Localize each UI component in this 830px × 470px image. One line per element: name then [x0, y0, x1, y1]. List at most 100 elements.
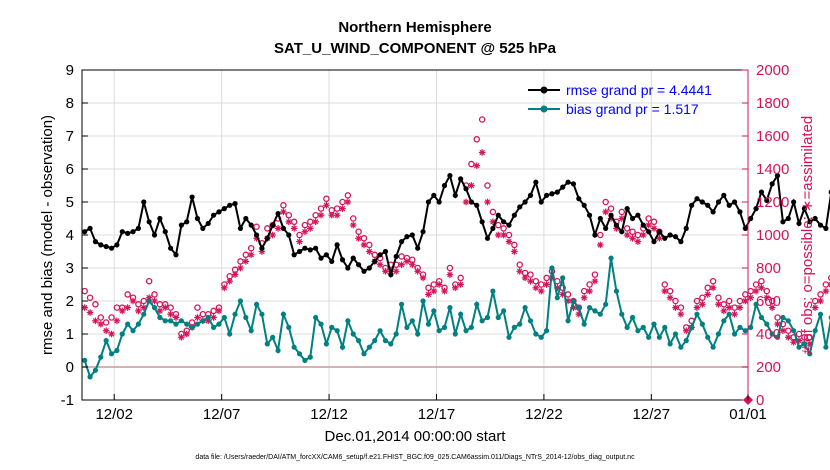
obs-possible-point [747, 287, 754, 295]
rmse-point [812, 215, 818, 222]
rmse-point [307, 247, 313, 253]
asterisk-stroke [221, 285, 228, 291]
asterisk-stroke [296, 238, 303, 245]
y2-tick-label: 1200 [756, 194, 789, 211]
obs-assimilated-point [118, 307, 126, 315]
rmse-point [339, 257, 346, 263]
bias-point [640, 324, 646, 330]
obs-possible-point [806, 334, 814, 341]
rmse-point [350, 255, 356, 261]
bias-point [87, 374, 93, 380]
asterisk-stroke [178, 334, 185, 341]
obs-assimilated-point [768, 304, 776, 311]
chart-subtitle: SAT_U_WIND_COMPONENT @ 525 hPa [274, 40, 557, 57]
obs-assimilated-point [527, 277, 534, 285]
rmse-point [758, 189, 765, 195]
obs-assimilated-point [113, 317, 121, 325]
bias-point [184, 321, 190, 327]
y2-tick-label: 1600 [756, 128, 789, 145]
obs-assimilated-point [231, 271, 239, 278]
asterisk-stroke [710, 285, 716, 291]
obs-possible-point [602, 198, 609, 206]
asterisk-stroke [194, 314, 201, 321]
bias-point [178, 318, 184, 324]
rmse-point [608, 212, 614, 218]
obs-possible-point [580, 287, 588, 295]
asterisk-stroke [506, 238, 512, 245]
asterisk-stroke [350, 222, 356, 228]
obs-possible-point [785, 327, 792, 334]
y-tick-label: -1 [61, 392, 74, 409]
bias-point [221, 314, 227, 321]
rmse-point [98, 242, 104, 248]
bias-point [200, 318, 206, 324]
bias-point [323, 341, 329, 347]
rmse-point [597, 215, 603, 222]
obs-assimilated-point [285, 218, 293, 226]
bias-point [168, 318, 174, 324]
asterisk-stroke [452, 285, 459, 291]
rmse-point [452, 192, 458, 198]
rmse-point [683, 225, 689, 231]
obs-possible-point [763, 287, 771, 295]
x-tick-label: 12/12 [310, 406, 348, 423]
asterisk-stroke [355, 235, 362, 242]
y2-tick-label: 1400 [756, 161, 789, 178]
asterisk-stroke [248, 252, 254, 258]
bias-point [517, 321, 523, 327]
asterisk-stroke [758, 285, 765, 291]
asterisk-stroke [640, 232, 647, 238]
asterisk-stroke [753, 288, 759, 294]
asterisk-stroke [468, 182, 475, 189]
rmse-point [737, 209, 743, 215]
bias-point [474, 301, 480, 307]
rmse-point [393, 253, 399, 260]
obs-possible-point [822, 281, 830, 288]
x-tick-label: 12/22 [525, 406, 563, 423]
bias-point [313, 314, 319, 321]
obs-possible-point [473, 136, 481, 143]
rmse-point [253, 232, 260, 238]
rmse-point [785, 215, 791, 222]
bias-point [748, 324, 754, 330]
obs-possible-point [699, 294, 706, 301]
asterisk-stroke [269, 232, 276, 238]
bias-point [468, 324, 474, 330]
y2-tick-label: 0 [756, 392, 764, 409]
rmse-point [296, 248, 303, 255]
obs-possible-point [494, 221, 502, 229]
bias-point [420, 298, 426, 304]
obs-assimilated-point [484, 198, 491, 206]
obs-possible-point [140, 297, 148, 305]
rmse-point [726, 202, 732, 208]
bias-point [372, 338, 378, 344]
asterisk-stroke [302, 228, 308, 235]
bias-point [495, 314, 501, 321]
rmse-point [522, 199, 528, 205]
bias-point [490, 288, 496, 294]
rmse-point [243, 215, 249, 222]
rmse-point [388, 272, 394, 278]
asterisk-stroke [420, 275, 426, 281]
asterisk-stroke [726, 304, 732, 311]
bias-point [382, 338, 389, 344]
obs-assimilated-point [629, 235, 636, 242]
bias-point [533, 331, 539, 337]
asterisk-stroke [414, 268, 421, 275]
bias-point [318, 321, 324, 327]
rmse-point [157, 215, 163, 222]
obs-assimilated-point [215, 307, 223, 315]
obs-assimilated-point [86, 309, 94, 316]
obs-possible-point [677, 304, 685, 311]
obs-assimilated-point [505, 238, 513, 245]
obs-possible-point [597, 231, 604, 239]
rmse-point [699, 199, 705, 205]
asterisk-stroke [715, 301, 722, 308]
asterisk-stroke [651, 225, 657, 232]
rmse-point [511, 212, 517, 218]
bias-point [205, 314, 211, 321]
obs-assimilated-point [92, 317, 99, 325]
obs-assimilated-point [317, 211, 325, 219]
bias-point [758, 314, 765, 321]
